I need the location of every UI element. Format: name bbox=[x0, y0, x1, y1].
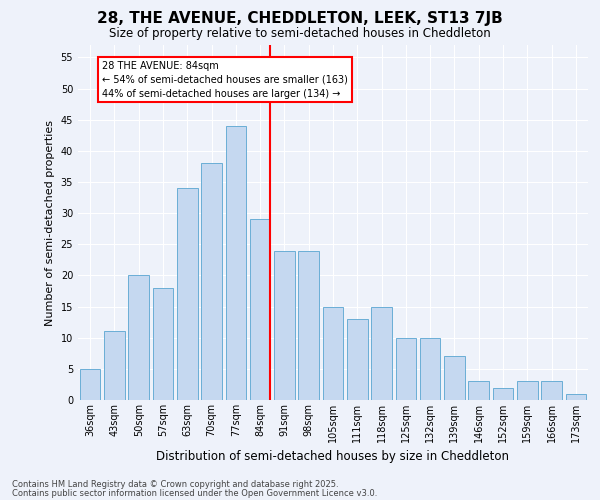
Bar bbox=[371, 306, 392, 400]
Text: Contains HM Land Registry data © Crown copyright and database right 2025.: Contains HM Land Registry data © Crown c… bbox=[12, 480, 338, 489]
Bar bbox=[152, 288, 173, 400]
Text: 28 THE AVENUE: 84sqm
← 54% of semi-detached houses are smaller (163)
44% of semi: 28 THE AVENUE: 84sqm ← 54% of semi-detac… bbox=[102, 60, 348, 98]
Bar bbox=[469, 382, 489, 400]
Text: 28, THE AVENUE, CHEDDLETON, LEEK, ST13 7JB: 28, THE AVENUE, CHEDDLETON, LEEK, ST13 7… bbox=[97, 12, 503, 26]
Bar bbox=[226, 126, 246, 400]
Bar bbox=[347, 319, 368, 400]
Bar bbox=[128, 276, 149, 400]
Bar bbox=[444, 356, 465, 400]
Bar bbox=[323, 306, 343, 400]
Bar bbox=[177, 188, 197, 400]
Bar bbox=[104, 332, 125, 400]
Bar bbox=[517, 382, 538, 400]
Text: Contains public sector information licensed under the Open Government Licence v3: Contains public sector information licen… bbox=[12, 490, 377, 498]
Bar bbox=[250, 220, 271, 400]
Bar bbox=[201, 164, 222, 400]
Bar bbox=[395, 338, 416, 400]
Bar bbox=[298, 250, 319, 400]
Bar bbox=[541, 382, 562, 400]
Bar bbox=[566, 394, 586, 400]
Text: Size of property relative to semi-detached houses in Cheddleton: Size of property relative to semi-detach… bbox=[109, 28, 491, 40]
Bar bbox=[420, 338, 440, 400]
X-axis label: Distribution of semi-detached houses by size in Cheddleton: Distribution of semi-detached houses by … bbox=[157, 450, 509, 464]
Bar bbox=[274, 250, 295, 400]
Bar bbox=[80, 369, 100, 400]
Y-axis label: Number of semi-detached properties: Number of semi-detached properties bbox=[45, 120, 55, 326]
Bar bbox=[493, 388, 514, 400]
